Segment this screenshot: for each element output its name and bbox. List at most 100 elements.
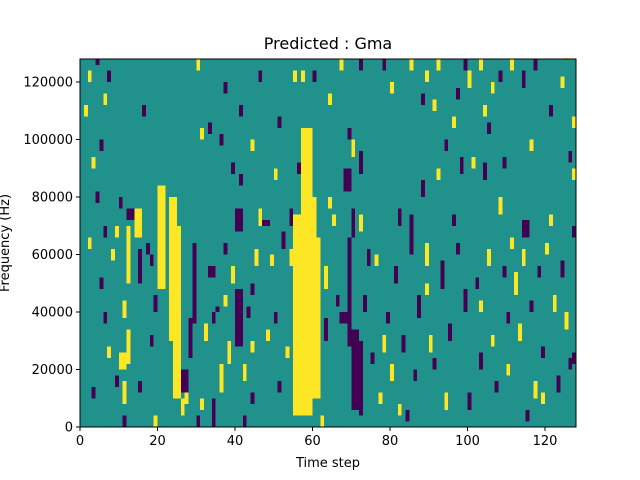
heatmap-cell [424, 243, 429, 266]
heatmap-cell [219, 133, 224, 146]
heatmap-cell [490, 335, 495, 347]
plot-background [80, 59, 576, 427]
heatmap-cell [390, 82, 394, 94]
heatmap-cell [204, 323, 208, 341]
heatmap-cell [223, 82, 228, 94]
heatmap-cell [312, 70, 317, 82]
heatmap-cell [188, 317, 193, 358]
heatmap-cell [483, 162, 487, 180]
x-tick-label: 40 [227, 434, 244, 449]
heatmap-cell [467, 392, 472, 410]
heatmap-cell [386, 312, 391, 324]
heatmap-cell [479, 59, 484, 71]
heatmap-cell [463, 289, 468, 312]
heatmap-cell [463, 59, 468, 71]
heatmap-cell [343, 168, 352, 192]
heatmap-cell [359, 214, 363, 232]
x-tick-label: 80 [382, 434, 399, 449]
heatmap-cell [277, 116, 282, 128]
heatmap-cell [510, 59, 515, 71]
heatmap-cell [444, 392, 449, 410]
heatmap-cell [293, 214, 305, 416]
heatmap-cell [359, 59, 363, 71]
heatmap-cell [324, 266, 329, 289]
y-tick-label: 80000 [32, 191, 73, 206]
heatmap-cell [339, 59, 344, 71]
heatmap-cell [355, 340, 363, 381]
heatmap-cell [572, 352, 577, 364]
y-tick-label: 100000 [23, 133, 73, 148]
heatmap-cell [304, 197, 317, 387]
heatmap-cell [359, 151, 363, 174]
heatmap-cell [134, 208, 142, 238]
heatmap-cell [339, 312, 348, 324]
heatmap-cell [122, 381, 127, 404]
heatmap-cell [126, 208, 135, 220]
heatmap-cell [142, 105, 146, 117]
heatmap-cell [521, 70, 526, 88]
heatmap-cell [479, 352, 484, 370]
heatmap-cell [273, 168, 278, 180]
heatmap-cell [180, 369, 189, 393]
heatmap-cell [370, 352, 375, 364]
heatmap-cell [455, 87, 460, 100]
heatmap-cell [421, 179, 425, 197]
heatmap-cell [533, 381, 538, 399]
heatmap-cell [207, 266, 216, 278]
heatmap-cell [378, 392, 383, 404]
heatmap-cell [393, 266, 398, 284]
heatmap-cell [517, 323, 522, 341]
heatmap-cell [262, 220, 270, 226]
heatmap-cell [277, 381, 282, 393]
heatmap-cell [455, 243, 460, 255]
heatmap-cell [541, 392, 546, 404]
heatmap-cell [502, 156, 507, 169]
heatmap-cell [560, 76, 565, 88]
heatmap-cell [126, 225, 131, 284]
heatmap-cell [103, 93, 108, 105]
heatmap-cell [300, 70, 305, 82]
heatmap-cell [145, 243, 150, 255]
heatmap-cell [401, 335, 406, 353]
heatmap-cell [83, 105, 88, 117]
heatmap-cell [452, 116, 456, 128]
heatmap-cell [424, 70, 429, 82]
plot-area [79, 58, 577, 428]
heatmap-cell [99, 139, 104, 151]
heatmap-cell [459, 156, 464, 174]
heatmap-cell [122, 300, 127, 318]
heatmap-cell [207, 122, 212, 134]
heatmap-cell [498, 70, 503, 82]
heatmap-cell [242, 363, 247, 381]
heatmap-cell [87, 237, 92, 249]
heatmap-cell [223, 243, 228, 255]
heatmap-cell [153, 415, 158, 427]
heatmap-cell [347, 237, 352, 347]
heatmap-cell [138, 248, 143, 284]
heatmap-cell [432, 99, 437, 111]
heatmap-cell [471, 156, 476, 169]
heatmap-cell [390, 363, 394, 381]
heatmap-cell [111, 248, 115, 261]
y-axis: 0 20000 40000 60000 80000 100000 120000 [23, 76, 80, 436]
heatmap-cell [238, 105, 243, 117]
heatmap-cell [223, 294, 228, 307]
heatmap-cell [409, 214, 414, 255]
heatmap-cell [242, 415, 247, 427]
heatmap-cell [153, 294, 158, 312]
heatmap-cell [118, 352, 127, 370]
heatmap-cell [87, 70, 92, 82]
heatmap-cell [184, 392, 189, 404]
heatmap-cell [258, 70, 263, 82]
heatmap-cell [452, 214, 456, 226]
heatmap-cell [568, 151, 573, 163]
heatmap-cell [521, 248, 526, 266]
heatmap-cell [537, 266, 542, 278]
heatmap-cell [405, 409, 410, 422]
heatmap-cell [529, 300, 534, 312]
y-axis-label: Frequency (Hz) [0, 194, 13, 292]
heatmap-cell [246, 306, 251, 318]
plot-frame [79, 58, 577, 428]
heatmap-cell [548, 214, 553, 226]
heatmap-cell [312, 237, 321, 399]
